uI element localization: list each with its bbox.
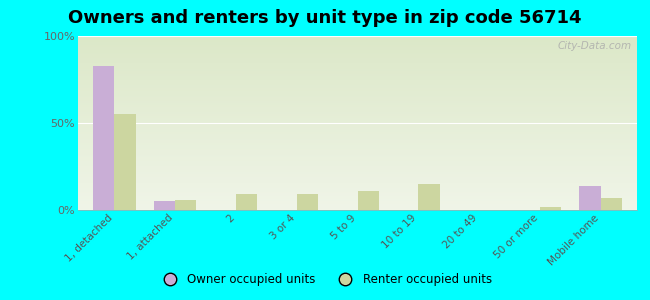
Legend: Owner occupied units, Renter occupied units: Owner occupied units, Renter occupied un… <box>153 269 497 291</box>
Bar <box>114 114 136 210</box>
Text: City-Data.com: City-Data.com <box>557 41 631 51</box>
Bar <box>579 186 601 210</box>
Bar <box>540 206 561 210</box>
Bar <box>418 184 439 210</box>
Bar <box>176 200 196 210</box>
Bar <box>93 66 114 210</box>
Bar <box>154 201 176 210</box>
Bar <box>601 198 622 210</box>
Bar <box>297 194 318 210</box>
Bar <box>358 191 379 210</box>
Bar <box>236 194 257 210</box>
Text: Owners and renters by unit type in zip code 56714: Owners and renters by unit type in zip c… <box>68 9 582 27</box>
